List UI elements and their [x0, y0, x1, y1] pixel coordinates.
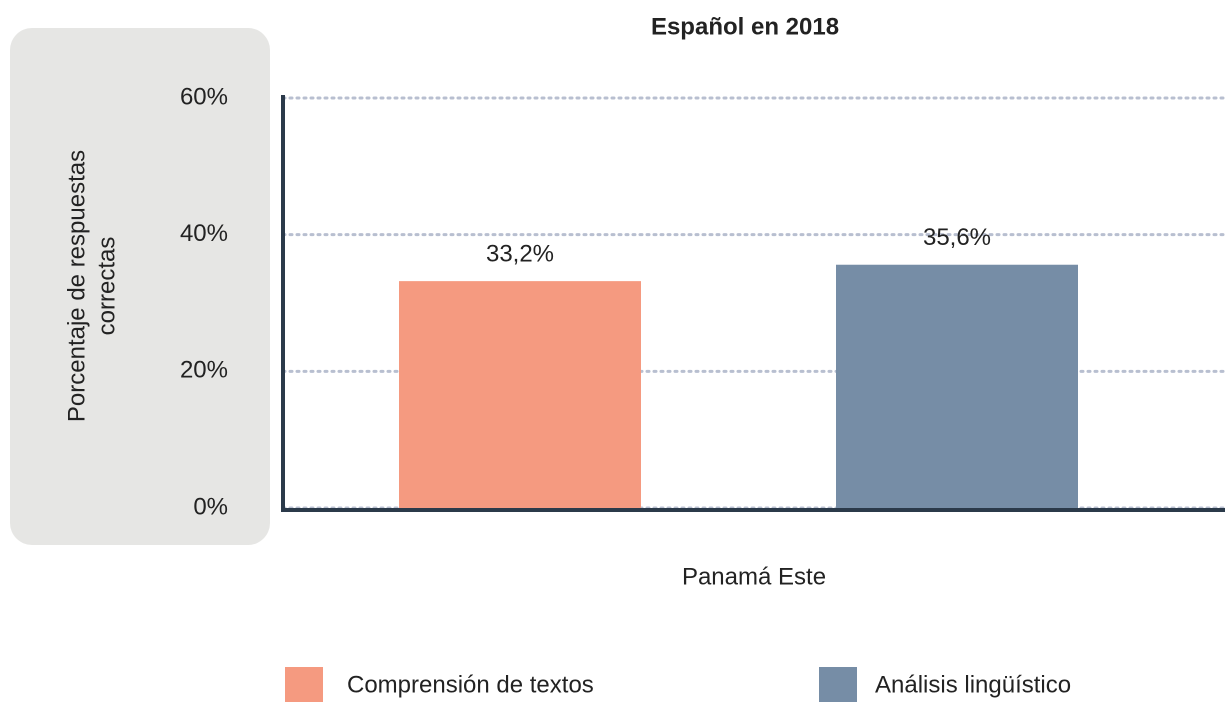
y-tick-label: 60%: [180, 83, 228, 110]
legend-label: Análisis lingüístico: [875, 671, 1071, 698]
value-label: 33,2%: [486, 240, 554, 267]
y-axis-label-line: correctas: [93, 237, 120, 336]
legend-swatch: [819, 667, 857, 702]
y-label-box: [10, 28, 270, 545]
chart-title: Español en 2018: [651, 13, 839, 40]
y-tick-label: 0%: [193, 493, 228, 520]
bar: [399, 281, 641, 508]
y-tick-label: 20%: [180, 357, 228, 384]
value-label: 35,6%: [923, 224, 991, 251]
y-tick-label: 40%: [180, 220, 228, 247]
legend-label: Comprensión de textos: [347, 671, 594, 698]
y-axis-label-line: Porcentaje de respuestas: [63, 150, 90, 422]
legend-swatch: [285, 667, 323, 702]
x-tick-label: Panamá Este: [682, 563, 826, 590]
y-axis-label: Porcentaje de respuestas correctas: [63, 150, 120, 422]
bar: [836, 264, 1078, 508]
